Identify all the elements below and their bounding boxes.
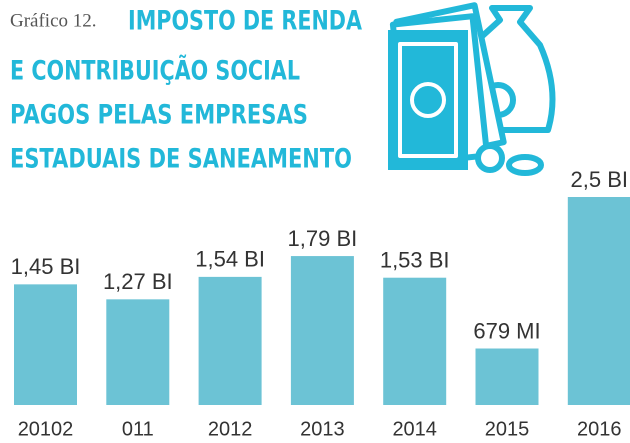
x-tick-label: 2014 [392, 418, 437, 440]
value-label: 1,45 BI [11, 254, 81, 279]
chart-label: Gráfico 12. [10, 10, 97, 31]
bar [475, 348, 539, 405]
bar [106, 299, 170, 405]
value-label: 2,5 BI [571, 167, 628, 192]
x-tick-label: 011 [122, 418, 154, 440]
x-tick-label: 2016 [577, 418, 622, 440]
bar [383, 277, 447, 405]
x-tick-label: 2015 [485, 418, 530, 440]
x-tick-label: 20102 [18, 418, 74, 440]
bar [198, 276, 262, 405]
chart-title: PAGOS PELAS EMPRESAS [10, 100, 308, 131]
bar [567, 197, 630, 405]
value-label: 1,79 BI [288, 226, 358, 251]
value-label: 1,27 BI [103, 269, 173, 294]
bar [14, 284, 77, 405]
bar [290, 256, 354, 405]
x-tick-label: 2012 [208, 418, 253, 440]
money-icon [388, 2, 556, 176]
chart-title: ESTADUAIS DE SANEAMENTO [10, 144, 352, 175]
x-tick-label: 2013 [300, 418, 345, 440]
value-label: 1,53 BI [380, 248, 450, 273]
value-label: 1,54 BI [195, 247, 265, 272]
chart-title: IMPOSTO DE RENDA [128, 6, 362, 37]
chart-title: E CONTRIBUIÇÃO SOCIAL [10, 55, 300, 87]
value-label: 679 MI [473, 318, 540, 343]
